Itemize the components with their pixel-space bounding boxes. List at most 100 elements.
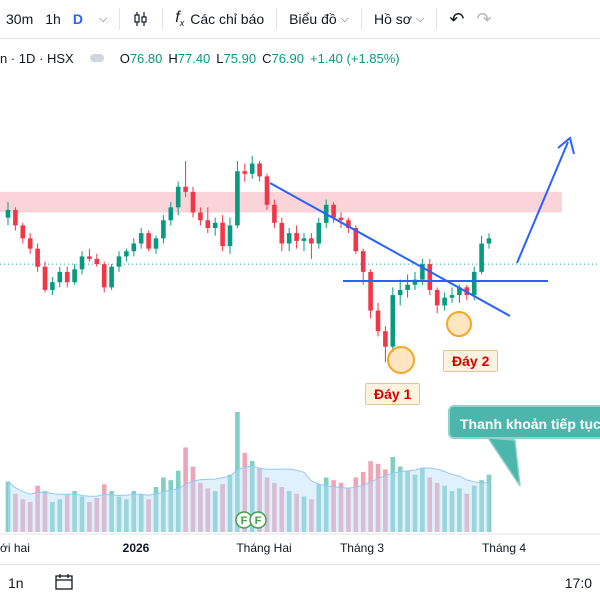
candle-body [353, 228, 359, 252]
go-to-date-button[interactable] [46, 573, 82, 594]
volume-bar [64, 493, 70, 532]
volume-bar [242, 452, 248, 532]
chart-type-button[interactable] [126, 0, 156, 38]
candle-body [124, 251, 129, 257]
candle-body [486, 238, 492, 244]
bottom-2-marker [446, 311, 472, 337]
volume-bar [183, 447, 188, 532]
redo-button[interactable]: ↷ [470, 0, 497, 38]
candle [479, 235, 484, 275]
bottom-1-label: Đáy 1 [365, 383, 421, 405]
candle-body [383, 331, 388, 347]
low-label: L [216, 50, 224, 66]
chart-layout-button[interactable]: Biểu đồ ⌵ [283, 0, 355, 38]
volume-bar [464, 493, 470, 532]
volume-bar [457, 488, 462, 532]
toolbar-divider [119, 8, 121, 30]
candle-body [427, 264, 433, 290]
volume-bar [227, 474, 233, 532]
calendar-icon [54, 573, 73, 590]
candle [42, 261, 48, 293]
candle-body [242, 171, 248, 174]
candle [109, 264, 114, 290]
candle-body [220, 222, 225, 247]
interval-1h-button[interactable]: 1h [39, 0, 67, 38]
open-value: 76.80 [129, 50, 163, 66]
candle [405, 274, 410, 298]
volume-bar [316, 484, 322, 532]
volume-bar [420, 467, 425, 532]
toolbar-divider [276, 8, 278, 30]
high-label: H [168, 50, 178, 66]
breakout-arrow [516, 141, 569, 264]
candle-body [479, 243, 484, 272]
candle-body [212, 222, 218, 228]
volume-bar [309, 499, 314, 532]
volume-bar [220, 484, 225, 532]
candle-body [35, 248, 40, 267]
candle-body [264, 176, 270, 205]
candle-body [57, 271, 63, 283]
indicators-label: Các chỉ báo [190, 11, 265, 27]
candle [198, 207, 203, 226]
symbol-legend: n · 1D · HSX O 76.80 H 77.40 L 75.90 C 76.90… [0, 48, 400, 68]
volume-ma-line [7, 465, 489, 497]
volume-bar [146, 499, 151, 532]
x-axis-tick-label: Tháng Hai [236, 541, 291, 555]
candle [13, 207, 18, 231]
interval-dropdown[interactable]: ⌵ [89, 0, 113, 38]
candle-body [94, 258, 100, 265]
candle-body [405, 284, 410, 290]
candle [390, 287, 396, 352]
undo-button[interactable]: ↶ [443, 0, 470, 38]
volume-bar [57, 499, 63, 532]
volume-bar [131, 491, 137, 532]
volume-bar [235, 412, 240, 532]
candle-body [227, 225, 233, 247]
candle [272, 199, 277, 228]
earnings-label: F [241, 515, 248, 527]
indicators-button[interactable]: fx Các chỉ báo [169, 0, 270, 38]
candle-body [27, 238, 33, 249]
candle-body [116, 256, 122, 267]
candle [249, 155, 255, 179]
candle-body [420, 264, 425, 280]
toolbar-divider [361, 8, 362, 30]
liquidity-callout: Thanh khoản tiếp tục [448, 405, 600, 439]
volume-bar [175, 470, 181, 532]
interval-30m-button[interactable]: 30m [0, 0, 39, 38]
candle [368, 269, 373, 319]
volume-bar [323, 477, 329, 532]
range-1n-button[interactable]: 1n [8, 575, 24, 591]
profile-label: Hồ sơ [374, 11, 412, 27]
candle-body [109, 266, 114, 288]
candle-body [161, 220, 166, 239]
candle-body [42, 266, 48, 290]
volume-bar [72, 491, 77, 532]
interval-d-button[interactable]: D [67, 0, 89, 38]
profile-button[interactable]: Hồ sơ ⌵ [368, 0, 430, 38]
candle-body [442, 297, 447, 306]
bottom-1-marker [387, 346, 415, 374]
volume-bar [383, 469, 388, 532]
volume-bar [249, 461, 255, 532]
candle [360, 248, 366, 285]
candle [257, 160, 262, 182]
candle-body [346, 220, 351, 228]
volume-bar [109, 491, 114, 532]
candle [35, 243, 40, 272]
volume-bar [153, 487, 159, 532]
candle-body [286, 233, 292, 244]
volume-bar [427, 477, 433, 532]
volume-bar [449, 491, 455, 532]
symbol-label[interactable]: n · 1D · HSX [0, 50, 74, 66]
candle-body [457, 287, 462, 296]
candle-body [101, 264, 107, 288]
candle-body [13, 209, 18, 226]
volume-bar [94, 497, 100, 532]
candle-body [412, 279, 418, 285]
candle-body [294, 233, 299, 241]
candle [375, 302, 381, 337]
volume-bar [212, 491, 218, 532]
